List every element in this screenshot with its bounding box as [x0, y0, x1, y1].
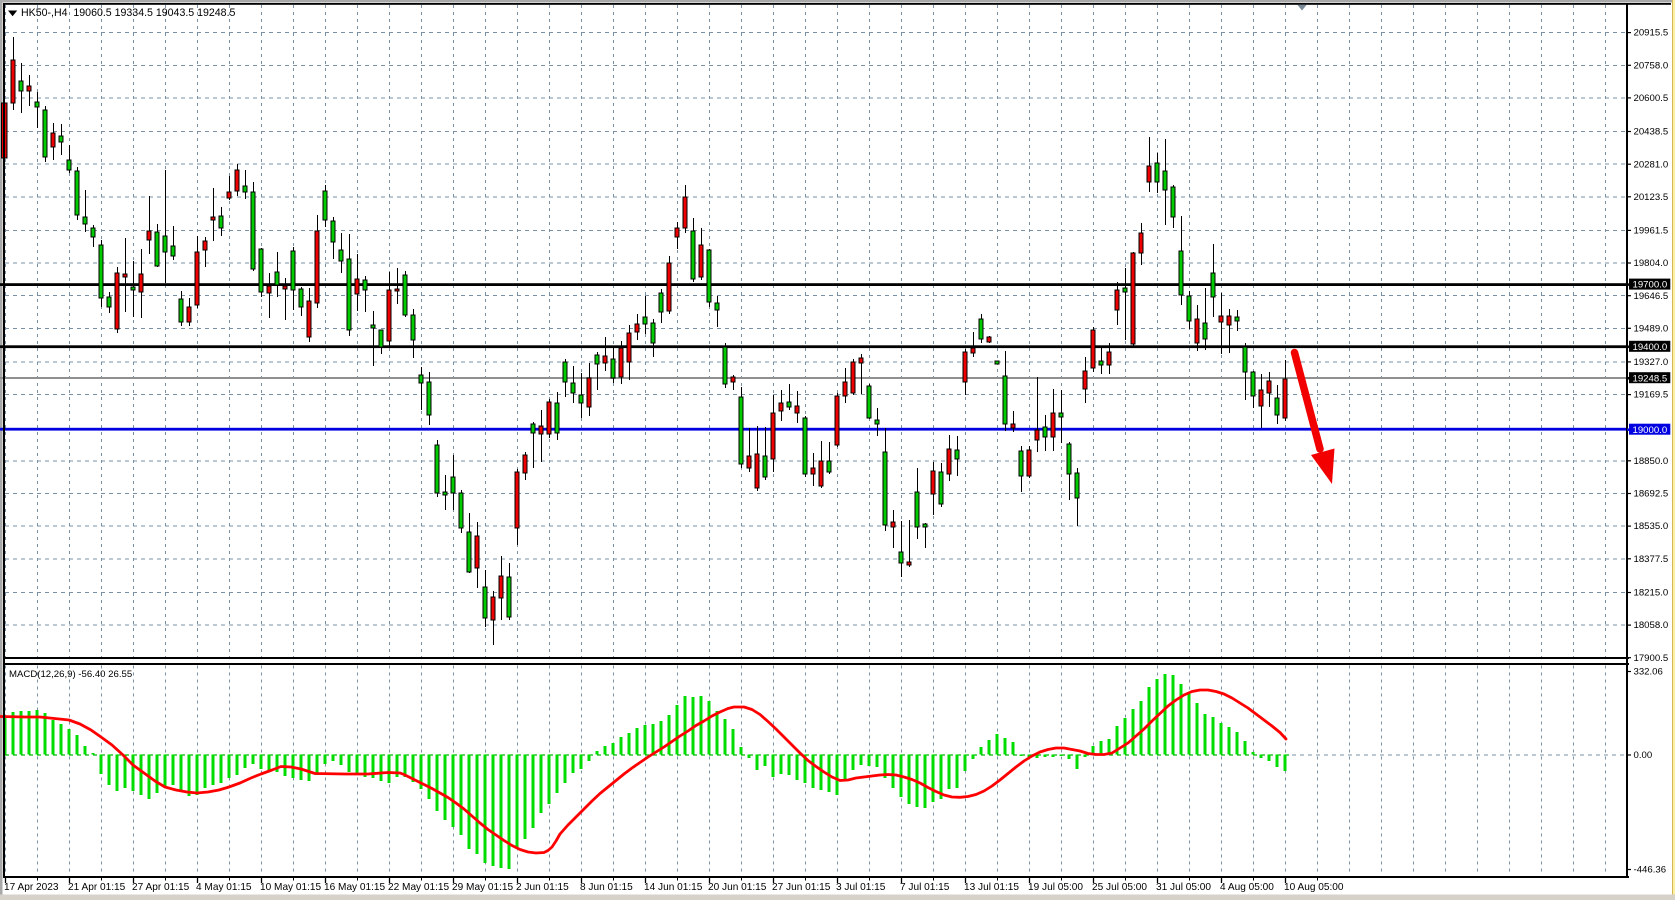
svg-text:19 Jul 05:00: 19 Jul 05:00 — [1028, 882, 1083, 893]
svg-text:20600.5: 20600.5 — [1634, 93, 1669, 104]
svg-text:4 May 01:15: 4 May 01:15 — [196, 882, 252, 893]
svg-text:18215.0: 18215.0 — [1634, 588, 1669, 599]
svg-text:20281.0: 20281.0 — [1634, 159, 1669, 170]
svg-text:20915.5: 20915.5 — [1634, 28, 1669, 39]
svg-text:20438.5: 20438.5 — [1634, 127, 1669, 138]
svg-text:14 Jun 01:15: 14 Jun 01:15 — [644, 882, 703, 893]
svg-text:27 Apr 01:15: 27 Apr 01:15 — [132, 882, 190, 893]
svg-text:19804.0: 19804.0 — [1634, 258, 1669, 269]
svg-text:17 Apr 2023: 17 Apr 2023 — [4, 882, 59, 893]
svg-text:29 May 01:15: 29 May 01:15 — [452, 882, 514, 893]
svg-text:18850.0: 18850.0 — [1634, 456, 1669, 467]
svg-text:10 Aug 05:00: 10 Aug 05:00 — [1284, 882, 1344, 893]
svg-text:MACD(12,26,9) -56.40 26.55: MACD(12,26,9) -56.40 26.55 — [9, 669, 132, 680]
svg-text:-446.36: -446.36 — [1634, 865, 1667, 876]
svg-text:0.00: 0.00 — [1634, 750, 1653, 761]
svg-text:18535.0: 18535.0 — [1634, 521, 1669, 532]
svg-text:332.06: 332.06 — [1634, 667, 1663, 678]
svg-text:4 Aug 05:00: 4 Aug 05:00 — [1220, 882, 1274, 893]
svg-text:21 Apr 01:15: 21 Apr 01:15 — [68, 882, 126, 893]
svg-text:17900.5: 17900.5 — [1634, 653, 1669, 664]
svg-text:19961.5: 19961.5 — [1634, 226, 1669, 237]
svg-text:19489.0: 19489.0 — [1634, 323, 1669, 334]
svg-text:19248.5: 19248.5 — [1633, 373, 1668, 384]
svg-text:7 Jul 01:15: 7 Jul 01:15 — [900, 882, 950, 893]
svg-text:19400.0: 19400.0 — [1633, 342, 1668, 353]
svg-text:20758.0: 20758.0 — [1634, 60, 1669, 71]
svg-text:31 Jul 05:00: 31 Jul 05:00 — [1156, 882, 1211, 893]
svg-text:3 Jul 01:15: 3 Jul 01:15 — [836, 882, 886, 893]
svg-text:19169.5: 19169.5 — [1634, 390, 1669, 401]
svg-text:18058.0: 18058.0 — [1634, 620, 1669, 631]
svg-text:20123.5: 20123.5 — [1634, 192, 1669, 203]
svg-text:19327.0: 19327.0 — [1634, 357, 1669, 368]
svg-text:19000.0: 19000.0 — [1633, 425, 1668, 436]
svg-text:13 Jul 01:15: 13 Jul 01:15 — [964, 882, 1019, 893]
svg-text:25 Jul 05:00: 25 Jul 05:00 — [1092, 882, 1147, 893]
svg-text:18377.5: 18377.5 — [1634, 554, 1669, 565]
svg-text:27 Jun 01:15: 27 Jun 01:15 — [772, 882, 831, 893]
svg-text:19646.5: 19646.5 — [1634, 291, 1669, 302]
svg-text:19700.0: 19700.0 — [1633, 280, 1668, 291]
svg-text:18692.5: 18692.5 — [1634, 489, 1669, 500]
svg-text:10 May 01:15: 10 May 01:15 — [260, 882, 322, 893]
svg-text:22 May 01:15: 22 May 01:15 — [388, 882, 450, 893]
svg-text:20 Jun 01:15: 20 Jun 01:15 — [708, 882, 767, 893]
svg-text:8 Jun 01:15: 8 Jun 01:15 — [580, 882, 633, 893]
svg-text:16 May 01:15: 16 May 01:15 — [324, 882, 386, 893]
svg-text:2 Jun 01:15: 2 Jun 01:15 — [516, 882, 569, 893]
svg-text:HK50-,H4 19060.5 19334.5 1904: HK50-,H4 19060.5 19334.5 19043.5 19248.5 — [21, 7, 236, 19]
